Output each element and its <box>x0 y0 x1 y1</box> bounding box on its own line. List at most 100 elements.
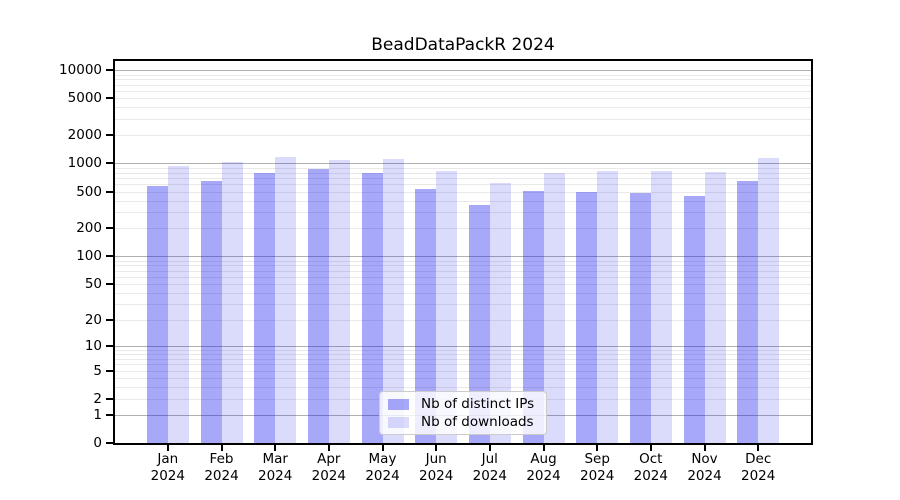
y-axis-tick-mark <box>106 162 113 165</box>
y-axis-tick-label: 20 <box>84 311 102 328</box>
x-axis-tick-label: Mar 2024 <box>258 451 293 484</box>
x-axis-tick-mark <box>649 445 652 451</box>
legend-label-distinct-ips: Nb of distinct IPs <box>421 396 535 412</box>
gridline-minor <box>115 172 811 174</box>
y-axis-tick-label: 2000 <box>67 127 102 144</box>
gridline-major <box>115 70 811 72</box>
bar-nb-of-distinct-ips <box>683 196 705 443</box>
y-axis-tick-mark <box>106 369 113 372</box>
y-axis-tick-mark <box>106 97 113 100</box>
y-axis-tick-label: 500 <box>76 183 102 200</box>
x-axis-tick-mark <box>488 445 491 451</box>
gridline-minor <box>115 79 811 81</box>
gridline-minor <box>115 386 811 388</box>
y-axis-tick-label: 100 <box>76 248 102 265</box>
plot-area <box>113 59 813 445</box>
x-axis-tick-mark <box>757 445 760 451</box>
x-axis-tick-label: Oct 2024 <box>633 451 668 484</box>
x-axis-tick-label: Sep 2024 <box>580 451 615 484</box>
y-axis-tick-label: 200 <box>76 220 102 237</box>
gridline-minor <box>115 98 811 100</box>
gridline-minor <box>115 270 811 272</box>
y-axis-tick-mark <box>106 442 113 444</box>
x-axis-tick-label: Jun 2024 <box>419 451 454 484</box>
y-axis-tick-mark <box>106 318 113 321</box>
y-axis-tick-label: 2 <box>93 390 102 407</box>
gridline-minor <box>115 364 811 366</box>
y-axis-tick-label: 10 <box>84 338 102 354</box>
bar-nb-of-downloads <box>275 157 297 443</box>
y-axis-tick-mark <box>106 69 113 72</box>
y-axis-tick-mark <box>106 190 113 193</box>
gridline-minor <box>115 91 811 92</box>
legend-label-downloads: Nb of downloads <box>421 414 534 430</box>
bar-nb-of-downloads <box>221 161 243 443</box>
gridline-minor <box>115 74 811 76</box>
bar-nb-of-distinct-ips <box>200 181 222 443</box>
gridline-minor <box>115 184 811 186</box>
gridline-minor <box>115 177 811 179</box>
bar-nb-of-downloads <box>704 171 726 443</box>
x-axis-tick-mark <box>703 445 706 451</box>
y-axis-tick-mark <box>106 255 113 258</box>
bar-nb-of-downloads <box>382 159 404 443</box>
gridline-minor <box>115 276 811 278</box>
y-axis-tick-mark <box>106 282 113 285</box>
x-axis-tick-label: Feb 2024 <box>204 451 239 484</box>
y-axis-tick-label: 50 <box>84 275 102 292</box>
gridline-minor <box>115 377 811 379</box>
bar-nb-of-downloads <box>436 171 458 443</box>
bar-nb-of-downloads <box>543 173 565 443</box>
y-axis-tick-label: 10000 <box>59 62 102 79</box>
x-axis-tick-mark <box>220 445 223 451</box>
y-axis-tick-label: 5000 <box>67 90 102 107</box>
legend-item-distinct-ips: Nb of distinct IPs <box>388 395 538 413</box>
bar-nb-of-distinct-ips <box>361 172 383 443</box>
gridline-minor <box>115 107 811 109</box>
bar-nb-of-distinct-ips <box>307 169 329 443</box>
legend-swatch-distinct-ips <box>388 398 409 410</box>
bar-nb-of-downloads <box>167 165 189 443</box>
gridline-minor <box>115 354 811 356</box>
y-axis-tick-label: 5 <box>93 362 102 379</box>
x-axis-tick-label: Apr 2024 <box>311 451 346 484</box>
gridline-minor <box>115 304 811 305</box>
gridline-minor <box>115 260 811 262</box>
gridline-minor <box>115 370 811 372</box>
x-axis-tick-mark <box>327 445 330 451</box>
gridline-minor <box>115 265 811 267</box>
x-axis-tick-label: Nov 2024 <box>687 451 722 484</box>
x-axis-tick-label: Jul 2024 <box>472 451 507 484</box>
legend-item-downloads: Nb of downloads <box>388 413 538 431</box>
gridline-minor <box>115 319 811 321</box>
bar-nb-of-downloads <box>650 170 672 443</box>
y-axis-tick-mark <box>106 397 113 400</box>
x-axis-tick-mark <box>381 445 384 451</box>
gridline-minor <box>115 84 811 86</box>
bar-nb-of-distinct-ips <box>468 204 490 443</box>
bar-nb-of-distinct-ips <box>522 191 544 443</box>
x-axis-tick-label: May 2024 <box>365 451 400 484</box>
gridline-minor <box>115 191 811 193</box>
y-axis-tick-label: 0 <box>93 435 102 451</box>
legend: Nb of distinct IPs Nb of downloads <box>379 391 547 435</box>
y-axis-tick-mark <box>106 134 113 137</box>
gridline-minor <box>115 283 811 285</box>
gridline-minor <box>115 349 811 351</box>
legend-swatch-downloads <box>388 416 409 428</box>
gridline-major <box>115 256 811 258</box>
bar-nb-of-distinct-ips <box>737 181 759 443</box>
gridline-minor <box>115 212 811 214</box>
y-axis-tick-mark <box>106 227 113 230</box>
y-axis-tick-label: 1 <box>93 407 102 423</box>
x-axis-tick-mark <box>166 445 169 451</box>
x-axis-tick-label: Dec 2024 <box>741 451 776 484</box>
bar-nb-of-downloads <box>597 170 619 443</box>
gridline-minor <box>115 228 811 230</box>
gridline-major <box>115 163 811 165</box>
gridline-minor <box>115 200 811 202</box>
x-axis-tick-mark <box>596 445 599 451</box>
y-axis-tick-mark <box>106 345 113 347</box>
bar-nb-of-downloads <box>758 157 780 443</box>
